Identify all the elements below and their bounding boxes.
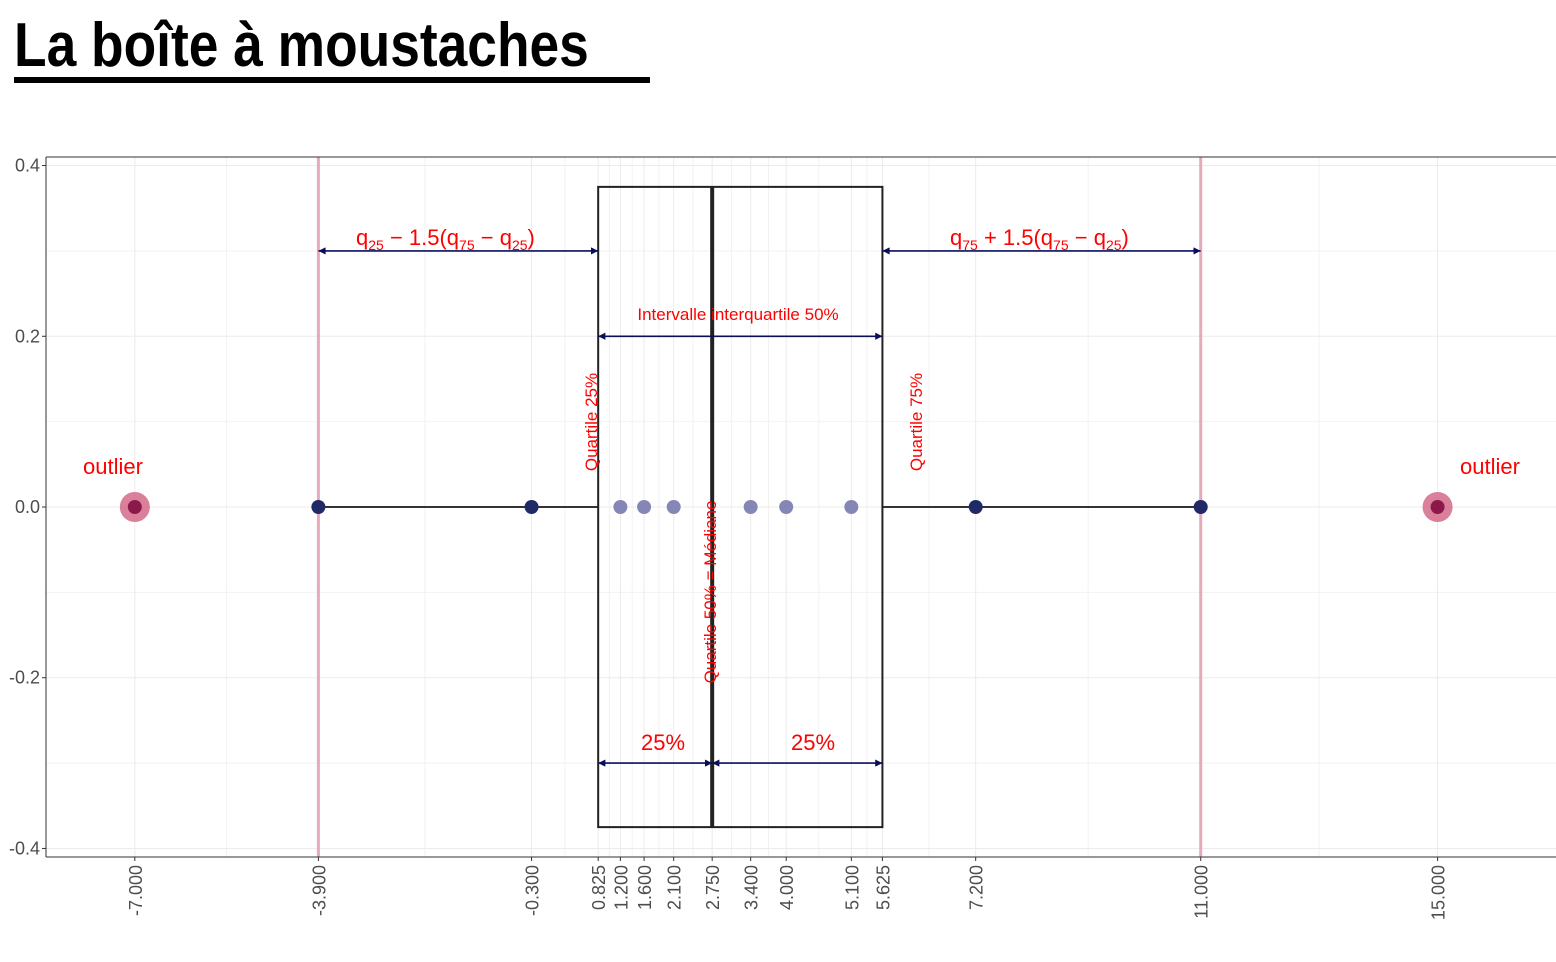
y-tick-label: -0.2 xyxy=(9,668,40,688)
data-point xyxy=(311,500,326,514)
x-tick-label: 5.625 xyxy=(873,865,893,910)
box-rect xyxy=(597,185,884,829)
points xyxy=(119,492,1453,522)
annotation-pct-left: 25% xyxy=(641,730,685,755)
annotation-iqr: Intervalle interquartile 50% xyxy=(637,305,838,324)
x-tick-label: -3.900 xyxy=(309,865,329,916)
y-tick-label: -0.4 xyxy=(9,838,40,858)
x-tick-labels: -7.000 -3.900 -0.300 0.825 1.200 1.600 2.100 2.… xyxy=(126,857,1449,920)
data-point xyxy=(743,500,758,514)
outlier-point xyxy=(1430,500,1445,514)
annotation-q75: Quartile 75% xyxy=(907,373,926,471)
x-tick-label: -0.300 xyxy=(523,865,543,916)
annotation-pct-right: 25% xyxy=(791,730,835,755)
outlier-point xyxy=(127,500,142,514)
data-point xyxy=(779,500,794,514)
x-tick-label: 0.825 xyxy=(589,865,609,910)
x-tick-label: 4.000 xyxy=(777,865,797,910)
y-tick-label: 0.4 xyxy=(15,156,40,176)
annotation-outlier-left: outlier xyxy=(83,454,143,479)
x-tick-label: 2.750 xyxy=(703,865,723,910)
y-tick-label: 0.2 xyxy=(15,326,40,346)
data-point xyxy=(844,500,859,514)
x-tick-label: 11.000 xyxy=(1192,865,1212,919)
annotation-outlier-right: outlier xyxy=(1460,454,1520,479)
annotation-q25: Quartile 25% xyxy=(582,373,601,471)
data-point xyxy=(524,500,539,514)
data-point xyxy=(637,500,652,514)
x-tick-label: 1.600 xyxy=(635,865,655,910)
title-underline xyxy=(14,77,650,83)
y-tick-labels: -0.4 -0.2 0.0 0.2 0.4 xyxy=(9,156,46,858)
box xyxy=(597,185,884,829)
data-point xyxy=(1193,500,1208,514)
x-tick-label: 5.100 xyxy=(842,865,862,910)
data-point xyxy=(968,500,983,514)
arrows xyxy=(318,247,1201,767)
data-point xyxy=(613,500,628,514)
x-tick-label: 15.000 xyxy=(1429,865,1449,920)
x-tick-label: 1.200 xyxy=(611,865,631,910)
annotation-median: Quartile 50% = Médiane xyxy=(701,501,720,684)
y-tick-label: 0.0 xyxy=(15,497,40,517)
x-tick-label: 2.100 xyxy=(665,865,685,910)
data-point xyxy=(666,500,681,514)
x-tick-label: 3.400 xyxy=(742,865,762,910)
page-title: La boîte à moustaches xyxy=(14,11,589,80)
annotation-upper-fence-formula: q75 + 1.5(q75 − q25) xyxy=(950,225,1129,253)
annotations: outlier outlier q25 − 1.5(q75 − q25) q75… xyxy=(83,225,1520,755)
x-tick-label: -7.000 xyxy=(126,865,146,916)
annotation-lower-fence-formula: q25 − 1.5(q75 − q25) xyxy=(356,225,535,253)
x-tick-label: 7.200 xyxy=(967,865,987,910)
